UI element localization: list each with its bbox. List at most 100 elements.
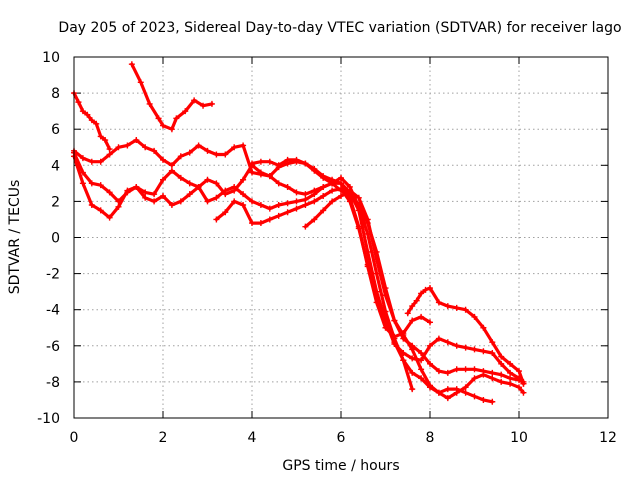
data-point	[462, 366, 469, 373]
data-point	[382, 324, 389, 331]
data-point	[329, 187, 336, 194]
data-point	[413, 297, 420, 304]
data-point	[275, 212, 282, 219]
series-line	[214, 187, 494, 404]
data-point	[146, 100, 153, 107]
data-point	[133, 183, 140, 190]
data-point	[213, 194, 220, 201]
x-tick-label: 8	[426, 430, 435, 446]
series-arc-4	[128, 61, 215, 133]
data-point	[480, 324, 487, 331]
data-point	[444, 369, 451, 376]
data-point	[124, 142, 131, 149]
data-point	[151, 191, 158, 198]
series-line	[130, 62, 214, 131]
series-arc-2	[71, 149, 416, 393]
data-point	[191, 97, 198, 104]
grid	[74, 57, 608, 418]
data-point	[311, 187, 318, 194]
data-point	[186, 180, 193, 187]
data-point	[400, 357, 407, 364]
data-point	[257, 202, 264, 209]
data-point	[418, 313, 425, 320]
data-point	[88, 117, 95, 124]
data-point	[346, 194, 353, 201]
data-point	[115, 144, 122, 151]
data-point	[382, 292, 389, 299]
data-point	[338, 174, 344, 181]
data-point	[427, 382, 433, 389]
data-point	[97, 207, 104, 214]
data-point	[435, 368, 442, 375]
data-point	[320, 183, 327, 190]
data-point	[507, 375, 514, 382]
data-point	[453, 304, 460, 311]
data-point	[168, 162, 175, 169]
data-point	[480, 348, 487, 355]
data-point	[320, 207, 327, 214]
data-point	[284, 156, 291, 163]
data-point	[249, 198, 255, 205]
data-point	[128, 61, 135, 68]
data-point	[355, 194, 362, 201]
data-point	[213, 151, 220, 158]
data-point	[97, 182, 104, 189]
data-point	[88, 158, 95, 165]
data-point	[373, 256, 380, 263]
data-point	[177, 198, 184, 205]
data-point	[302, 191, 309, 198]
series-line	[303, 189, 526, 400]
data-point	[204, 147, 211, 154]
data-point	[471, 313, 478, 320]
data-point	[462, 344, 469, 351]
data-point	[222, 209, 229, 216]
data-point	[444, 339, 451, 346]
y-tick-label: 6	[51, 122, 60, 138]
data-point	[182, 108, 189, 115]
data-point	[409, 355, 416, 362]
data-point	[168, 167, 175, 174]
data-point	[329, 176, 336, 183]
data-point	[160, 192, 166, 199]
plot-frame	[73, 56, 609, 419]
data-point	[498, 353, 505, 360]
data-point	[115, 203, 122, 210]
data-point	[311, 198, 318, 205]
data-point	[204, 198, 211, 205]
series-arc-5	[71, 90, 113, 153]
y-tick-labels: -10 -8 -6 -4 -2 0 2 4 6 8 10	[37, 50, 60, 427]
data-point	[88, 180, 95, 187]
series-arc-7	[302, 187, 527, 402]
data-point	[293, 156, 300, 163]
data-point	[213, 216, 220, 223]
x-axis-label: GPS time / hours	[282, 458, 399, 474]
data-point	[391, 339, 398, 346]
data-point	[231, 144, 238, 151]
data-point	[137, 79, 144, 86]
data-point	[311, 216, 318, 223]
data-point	[97, 133, 104, 140]
data-point	[177, 174, 184, 181]
data-point	[79, 180, 86, 187]
data-point	[320, 173, 327, 180]
x-tick-label: 12	[599, 430, 617, 446]
data-point	[275, 180, 282, 187]
data-point	[222, 151, 229, 158]
data-point	[257, 158, 264, 165]
data-point	[93, 120, 100, 127]
data-point	[329, 198, 336, 205]
data-point	[453, 389, 460, 396]
data-point	[240, 191, 247, 198]
data-point	[520, 389, 527, 396]
data-point	[195, 142, 202, 149]
data-point	[266, 173, 273, 180]
y-tick-label: 2	[51, 194, 60, 210]
data-point	[418, 350, 425, 357]
data-point	[75, 99, 82, 106]
data-point	[213, 180, 220, 187]
data-point	[516, 368, 522, 375]
data-point	[427, 319, 433, 326]
data-point	[444, 395, 451, 402]
y-tick-label: 10	[42, 50, 60, 66]
data-point	[427, 360, 433, 367]
